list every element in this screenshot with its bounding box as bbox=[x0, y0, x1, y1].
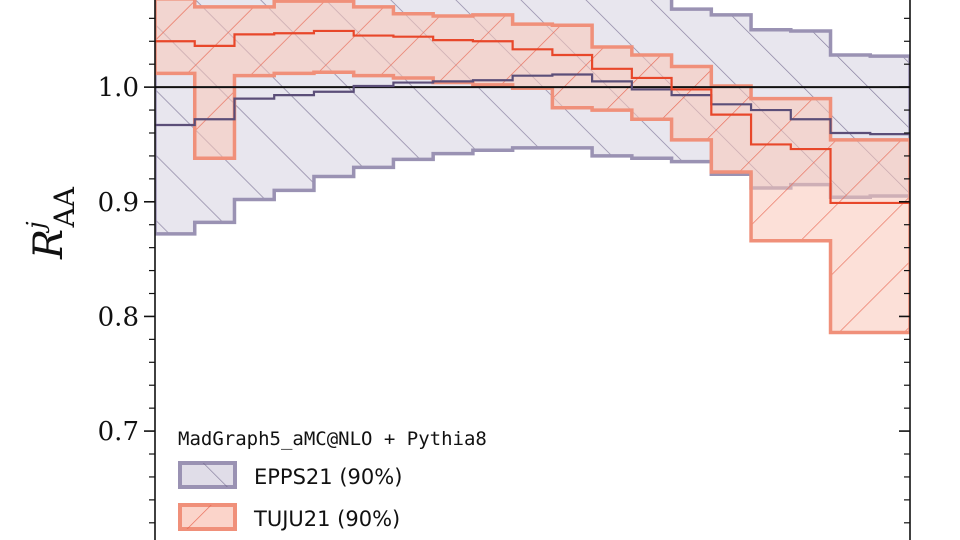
legend-entry-tuju21: TUJU21 (90%) bbox=[178, 503, 400, 531]
legend: MadGraph5_aMC@NLO + Pythia8 EPPS21 (90%)… bbox=[178, 428, 487, 531]
legend-swatch-hatch-tuju21 bbox=[180, 505, 235, 529]
central-curves bbox=[155, 29, 910, 205]
legend-title: MadGraph5_aMC@NLO + Pythia8 bbox=[178, 428, 487, 450]
y-tick-label: 0.8 bbox=[98, 302, 139, 332]
legend-label-epps21: EPPS21 (90%) bbox=[254, 465, 402, 489]
y-axis-label-sub: AA bbox=[48, 186, 81, 228]
central-line-epps21 bbox=[155, 73, 910, 136]
axes: 0.7 0.8 0.9 1.0 bbox=[98, 0, 911, 540]
uncertainty-bands bbox=[155, 0, 910, 335]
y-axis-label: RjAA bbox=[22, 186, 81, 260]
y-tick-label: 1.0 bbox=[98, 73, 139, 103]
plot-area bbox=[155, 0, 910, 335]
y-tick-label: 0.7 bbox=[98, 417, 139, 447]
y-tick-label: 0.9 bbox=[98, 188, 139, 218]
legend-label-tuju21: TUJU21 (90%) bbox=[253, 507, 400, 531]
y-ticks: 0.7 0.8 0.9 1.0 bbox=[98, 17, 910, 524]
legend-swatch-hatch-epps21 bbox=[180, 463, 235, 487]
y-axis-label-base: R bbox=[26, 229, 72, 260]
central-line-tuju21 bbox=[155, 29, 910, 205]
band-outline-tuju21 bbox=[155, 0, 910, 335]
legend-entry-epps21: EPPS21 (90%) bbox=[178, 461, 402, 489]
